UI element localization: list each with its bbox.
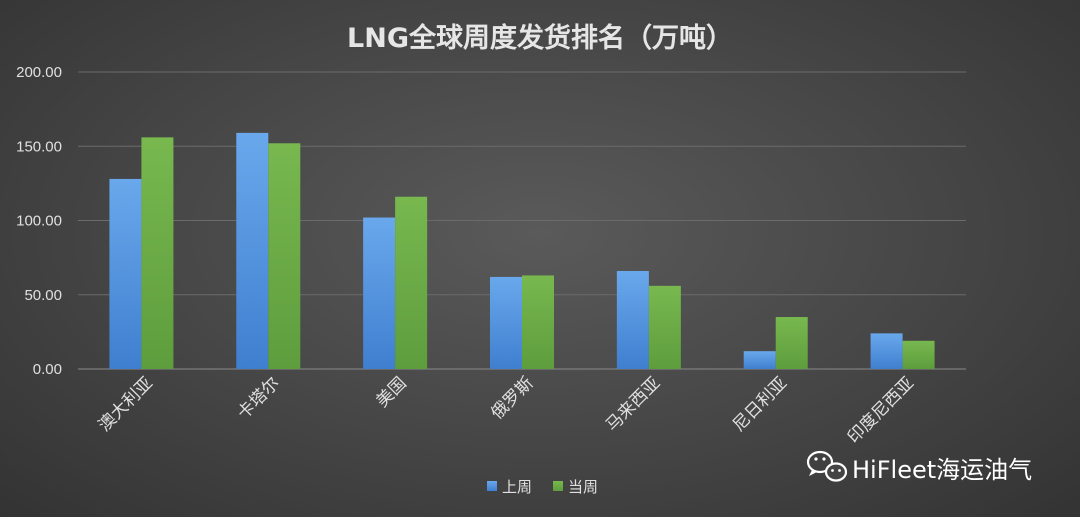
bar-last-week-5 — [743, 351, 776, 369]
x-tick-label: 美国 — [372, 373, 410, 411]
y-tick-label: 0.00 — [33, 361, 62, 378]
y-tick-label: 200.00 — [16, 64, 62, 81]
legend-label-1: 当周 — [568, 478, 598, 496]
y-tick-label: 50.00 — [24, 287, 62, 304]
bar-this-week-1 — [268, 143, 301, 369]
gridlines — [78, 71, 966, 370]
x-tick-label: 澳大利亚 — [95, 373, 157, 435]
bar-last-week-0 — [109, 178, 142, 369]
x-tick-label: 尼日利亚 — [729, 373, 791, 435]
y-axis-ticks: 0.00 50.00 100.00 150.00 200.00 — [16, 64, 62, 378]
bar-this-week-2 — [395, 196, 428, 369]
bar-last-week-4 — [616, 270, 649, 369]
y-tick-label: 150.00 — [16, 138, 62, 155]
bar-last-week-1 — [236, 132, 269, 369]
x-tick-label: 马来西亚 — [602, 373, 664, 435]
x-axis-ticks: 澳大利亚 卡塔尔 美国 俄罗斯 马来西亚 尼日利亚 印度尼西亚 — [95, 373, 918, 447]
legend-label-0: 上周 — [502, 478, 532, 496]
bar-this-week-6 — [902, 340, 935, 369]
bar-last-week-2 — [363, 217, 396, 369]
x-tick-label: 俄罗斯 — [487, 373, 537, 423]
bar-this-week-4 — [648, 285, 681, 369]
bar-this-week-5 — [775, 317, 808, 369]
watermark-text: HiFleet海运油气 — [852, 456, 1032, 484]
wechat-icon — [806, 450, 848, 482]
bars — [109, 132, 935, 369]
legend: 上周 当周 — [487, 478, 598, 496]
bar-last-week-6 — [870, 333, 903, 369]
x-tick-label: 印度尼西亚 — [844, 373, 918, 447]
x-tick-label: 卡塔尔 — [234, 373, 284, 423]
y-tick-label: 100.00 — [16, 213, 62, 230]
watermark: HiFleet海运油气 — [806, 450, 1032, 484]
bar-this-week-3 — [522, 275, 554, 369]
chart-title: LNG全球周度发货排名（万吨） — [347, 22, 733, 54]
legend-swatch-1 — [553, 481, 563, 491]
bar-this-week-0 — [141, 137, 174, 369]
bar-last-week-3 — [490, 276, 522, 369]
legend-swatch-0 — [487, 481, 497, 491]
